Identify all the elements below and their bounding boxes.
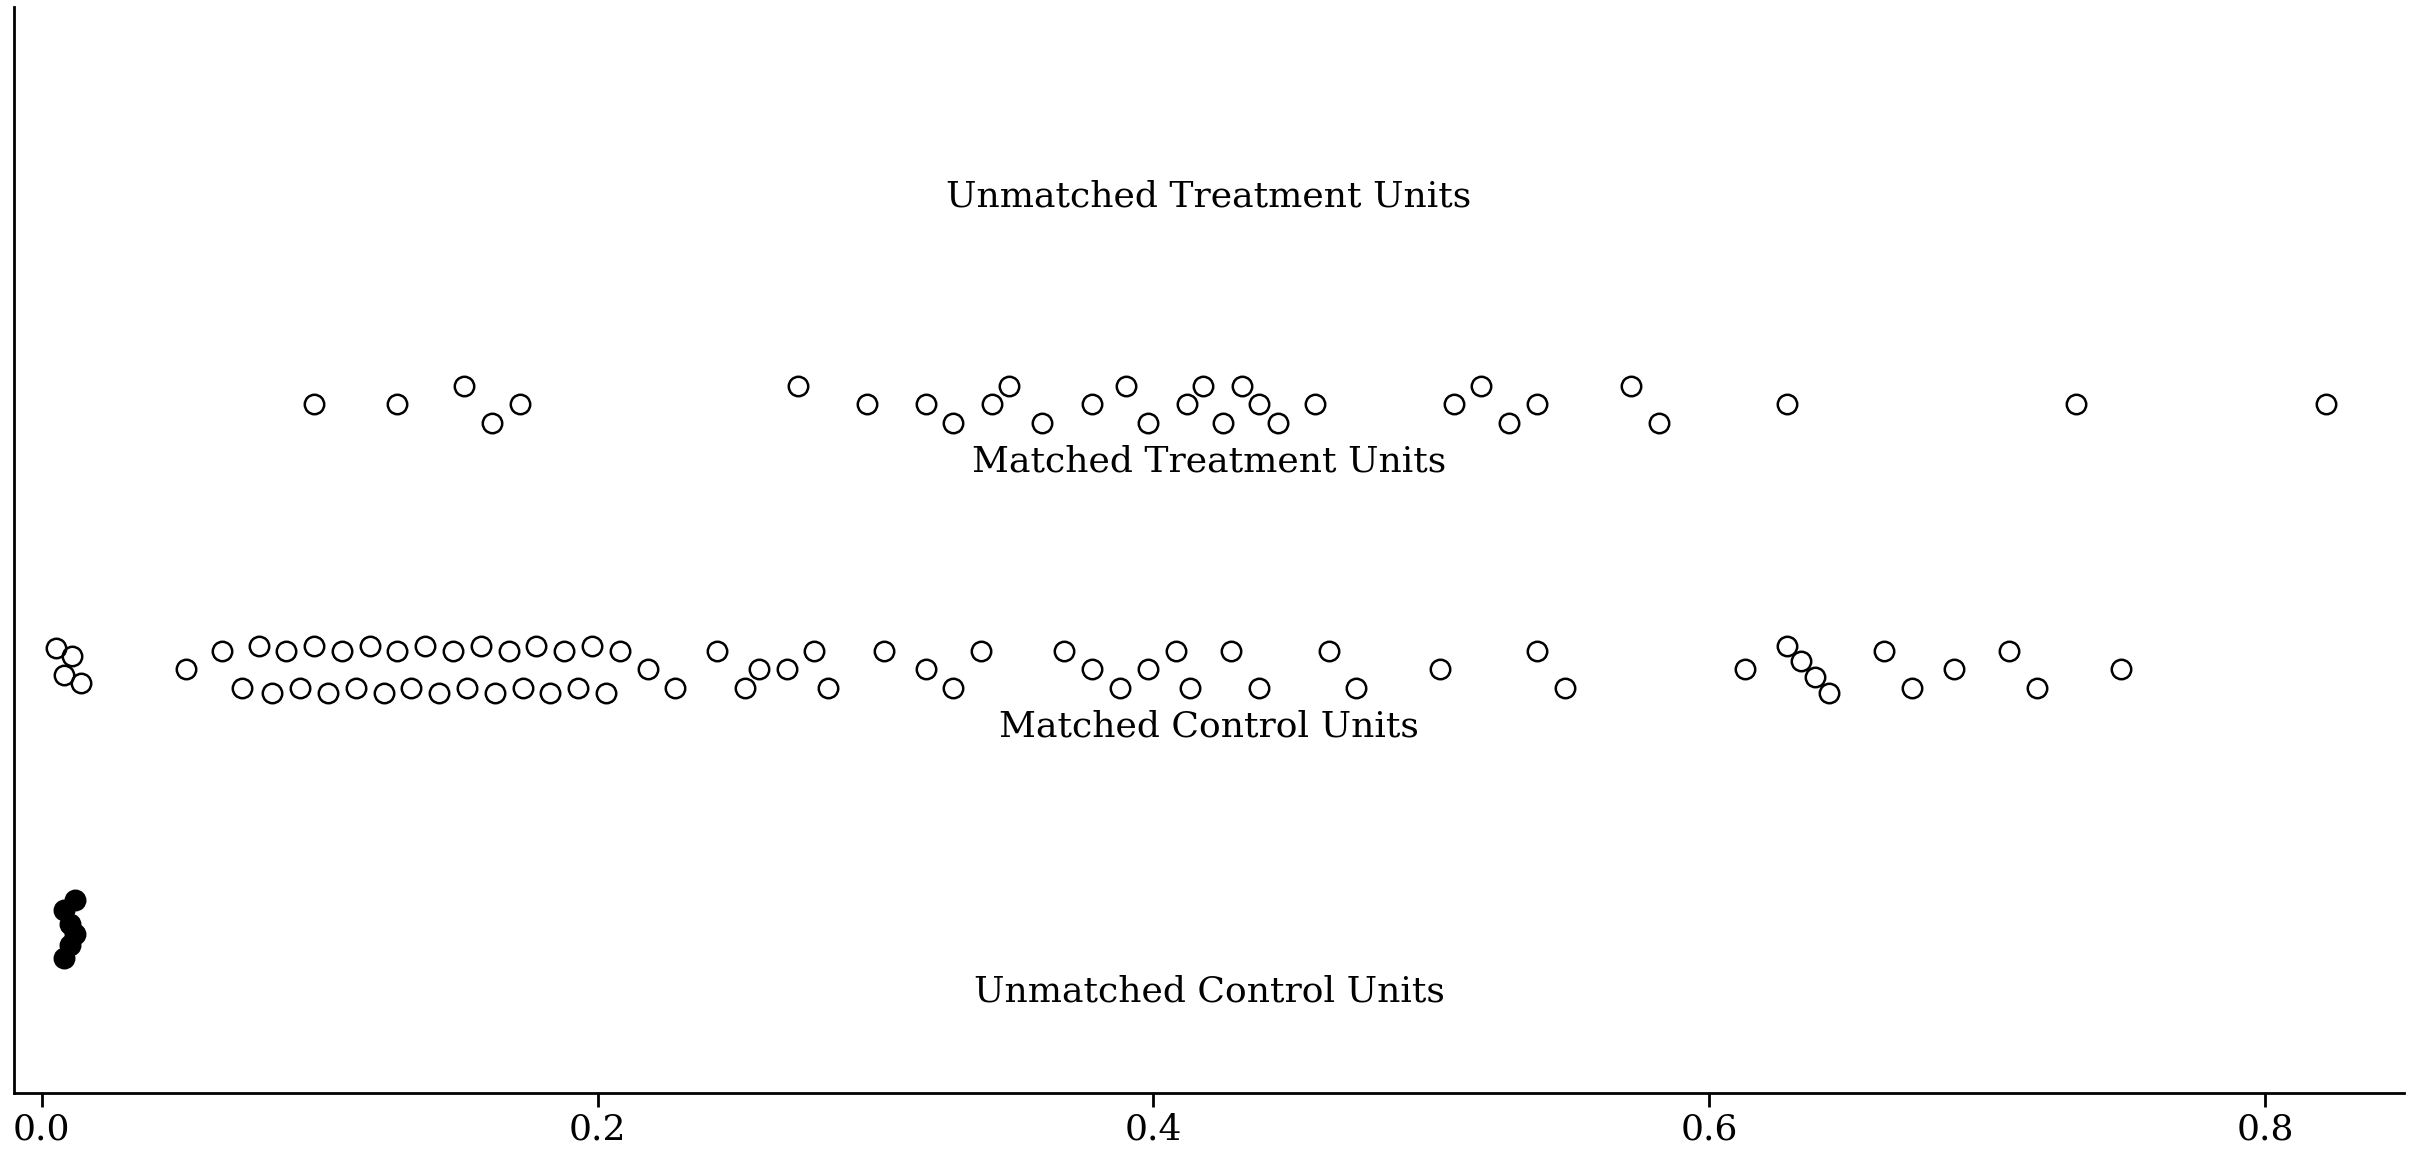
Text: Unmatched Treatment Units: Unmatched Treatment Units <box>948 180 1471 213</box>
Text: Matched Treatment Units: Matched Treatment Units <box>972 445 1447 478</box>
Text: Unmatched Control Units: Unmatched Control Units <box>974 974 1444 1009</box>
Text: Matched Control Units: Matched Control Units <box>998 709 1420 744</box>
